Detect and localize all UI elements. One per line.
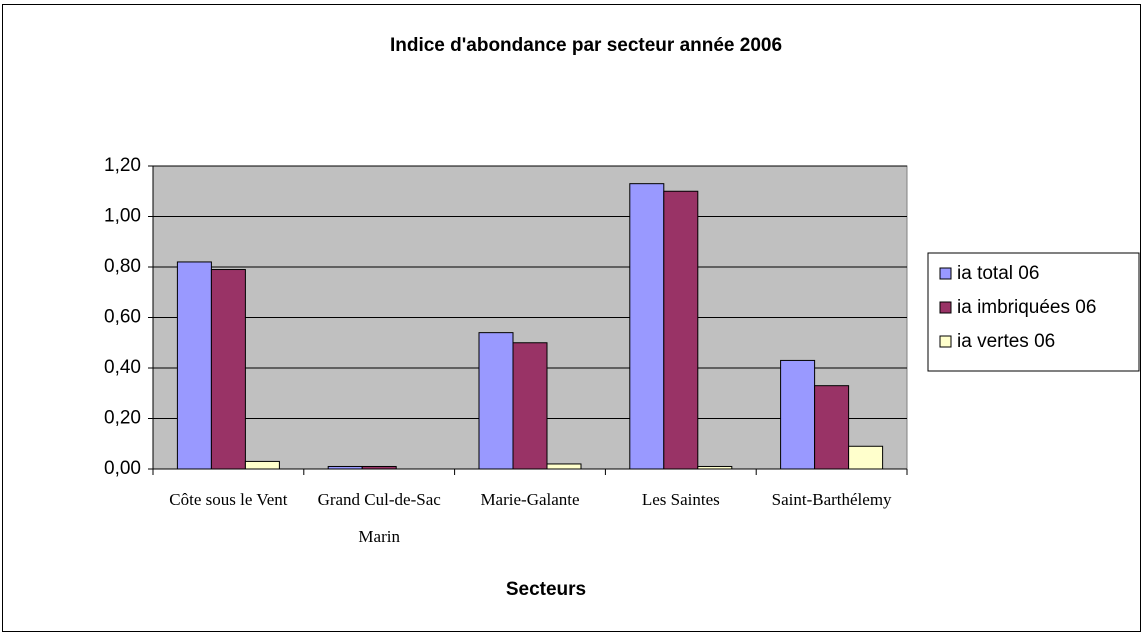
y-tick-label: 0,60 (104, 307, 141, 328)
x-axis-title: Secteurs (506, 579, 586, 600)
y-tick-label: 1,20 (104, 155, 141, 176)
bar (780, 359, 816, 470)
legend-label: ia vertes 06 (957, 331, 1055, 352)
legend-label: ia total 06 (957, 263, 1039, 284)
bar (663, 190, 699, 470)
bar (176, 261, 212, 470)
bar (814, 385, 850, 470)
x-tick-label: Côte sous le Vent (169, 490, 288, 509)
y-tick-label: 0,40 (104, 357, 141, 378)
legend-swatch (939, 335, 952, 348)
x-tick-label: Les Saintes (641, 490, 720, 509)
bar (546, 463, 582, 470)
bar (244, 460, 280, 470)
bar (629, 183, 665, 470)
y-tick-label: 0,80 (104, 256, 141, 277)
y-tick-label: 0,20 (104, 408, 141, 429)
bar (210, 269, 246, 470)
y-tick-label: 0,00 (104, 458, 141, 479)
x-tick-label: Saint-Barthélemy (771, 490, 892, 509)
bar (848, 445, 884, 470)
bar (478, 332, 514, 470)
legend-box (927, 252, 1140, 372)
bar (512, 342, 548, 470)
x-tick-label: Grand Cul-de-Sac Marin (317, 490, 441, 546)
legend-label: ia imbriquées 06 (957, 297, 1096, 318)
x-tick-label: Marie-Galante (480, 490, 580, 509)
legend-swatch (939, 301, 952, 314)
legend-swatch (939, 267, 952, 280)
chart-title: Indice d'abondance par secteur année 200… (390, 35, 782, 56)
y-tick-label: 1,00 (104, 206, 141, 227)
